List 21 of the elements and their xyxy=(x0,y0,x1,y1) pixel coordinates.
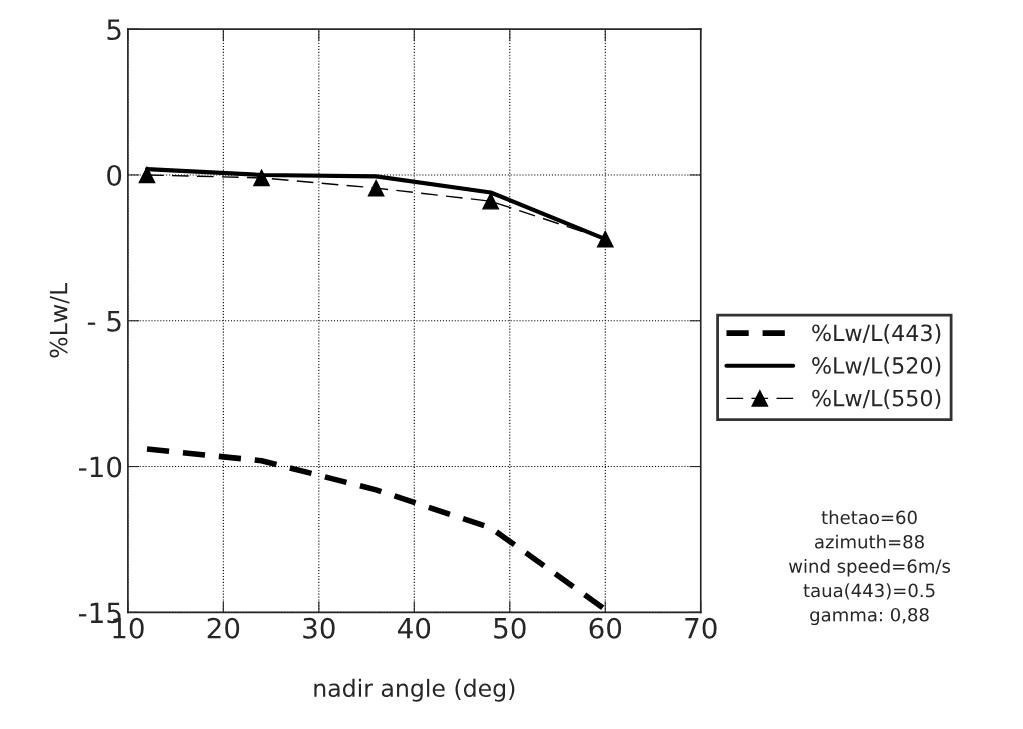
y-tick-label: 5 xyxy=(107,19,121,41)
point xyxy=(253,169,270,187)
legend-label: %Lw/L(443) xyxy=(812,324,941,344)
point xyxy=(596,230,614,248)
text: thetao=60 azimuth=88 wind speed=6m/s taua(443)=0.5 gamma: 0,88 xyxy=(788,510,950,626)
x-tick-label: 50 xyxy=(494,617,526,639)
x-tick-label: 70 xyxy=(685,617,717,639)
y-tick-label: 0 xyxy=(107,164,122,186)
y-axis-title: %Lw/L xyxy=(49,282,70,358)
point xyxy=(367,179,385,197)
legend-label: %Lw/L(550) xyxy=(812,389,941,410)
y-tick-label: - 5 xyxy=(87,311,121,332)
x-tick-label: 20 xyxy=(207,617,240,639)
x-tick-label: 40 xyxy=(398,617,431,639)
x-tick-label: 60 xyxy=(589,617,622,639)
y-tick-label: -10 xyxy=(79,456,122,478)
x-axis-title: nadir angle (deg) xyxy=(314,678,515,702)
point xyxy=(138,166,156,184)
legend-label: %Lw/L(520) xyxy=(812,356,941,377)
x-tick-label: 30 xyxy=(303,617,335,639)
point xyxy=(482,192,500,210)
